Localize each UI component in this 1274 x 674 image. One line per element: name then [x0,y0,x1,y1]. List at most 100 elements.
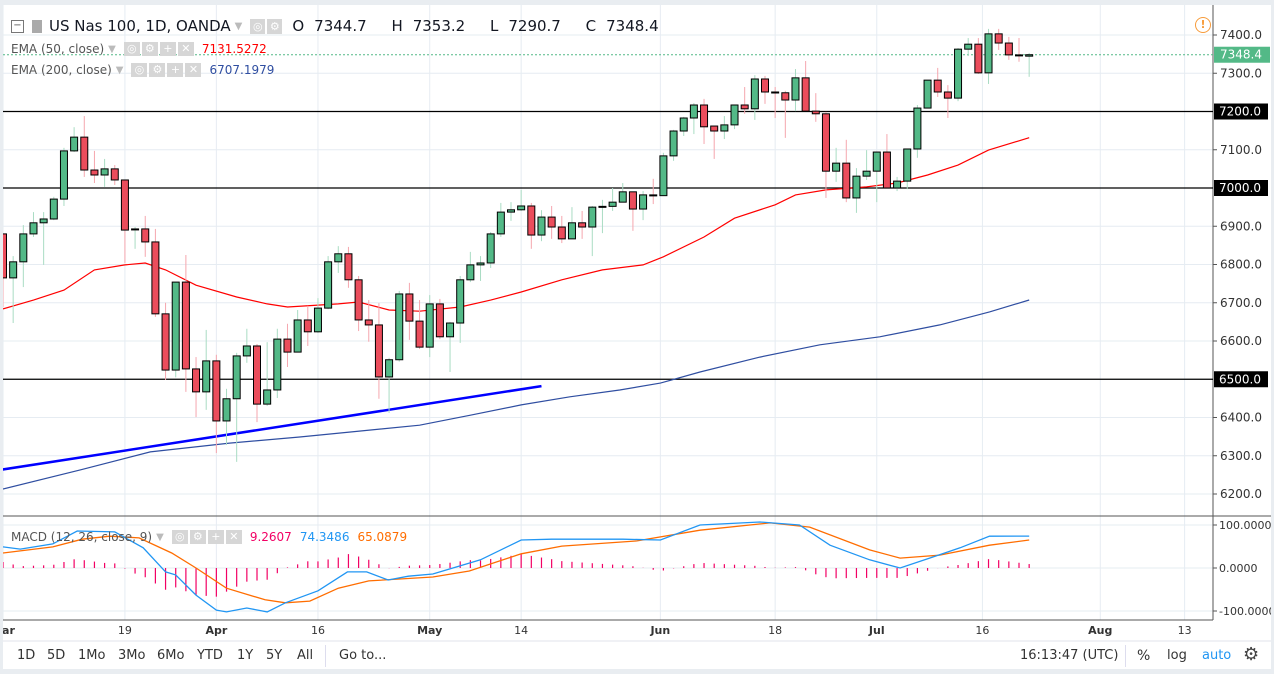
close-icon[interactable]: ✕ [225,530,242,544]
settings-icon[interactable]: ⚙ [189,530,206,544]
price-tick-label: 6800.0 [1220,258,1262,272]
clock-time[interactable]: 16:13:47 (UTC) [1020,648,1119,663]
close-icon[interactable]: ✕ [185,63,202,77]
candle [161,302,170,381]
level-price-badge [1214,371,1268,388]
plus-icon[interactable]: + [167,63,184,77]
candle [181,254,190,392]
level-price-label: 7000.0 [1219,181,1261,195]
candle [496,202,505,237]
candle-body [364,319,373,326]
range-1y-button[interactable]: 1Y [237,648,254,663]
candle-body [395,293,404,361]
close-value: 7348.4 [606,17,659,35]
candle [913,104,922,158]
eye-icon[interactable]: ◎ [123,42,140,56]
chevron-down-icon[interactable]: ▼ [115,64,124,76]
candle-body [171,281,180,371]
time-tick-label: 19 [118,624,132,637]
candle [781,90,790,138]
gear-icon[interactable]: ⚙ [1243,644,1260,665]
candle-body [842,162,851,199]
candle [618,183,627,203]
candle-body [507,209,515,213]
open-label: O [292,17,305,35]
chart-canvas[interactable]: 7400.0 7300.0 7100.0 6900.0 6800.0 6700.0 6600… [3,5,1271,645]
candle-body [730,104,739,126]
log-toggle[interactable]: log [1167,648,1187,663]
range-5y-button[interactable]: 5Y [266,648,283,663]
candle [1025,52,1034,77]
range-5d-button[interactable]: 5D [47,648,66,663]
candle [720,116,729,140]
candle [639,191,648,221]
auto-toggle[interactable]: auto [1202,648,1232,663]
candle-body [405,293,414,322]
goto-button[interactable]: Go to... [339,648,387,663]
candle-body [1025,54,1034,57]
chevron-down-icon[interactable]: ▼ [108,43,116,55]
candle [39,212,48,265]
settings-icon[interactable]: ⚙ [141,42,158,56]
candle [131,227,140,249]
candle-body [710,125,719,132]
candle-body [425,303,434,348]
candle-body [456,279,465,324]
candle-body [669,130,678,157]
candle [740,87,749,114]
price-tick-label: 7300.0 [1220,66,1262,80]
collapse-icon[interactable]: − [11,19,24,33]
plus-icon[interactable]: + [159,42,176,56]
range-1mo-button[interactable]: 1Mo [78,648,106,663]
candle [811,93,820,122]
settings-icon[interactable]: ⚙ [267,18,283,34]
candle-body [161,313,170,371]
high-value: 7353.2 [412,17,466,35]
candle [578,210,587,239]
alert-icon[interactable]: ! [1195,17,1211,33]
candle-body [141,228,150,243]
candle [9,256,18,324]
time-tick-label: Jul [868,624,885,637]
candle [141,215,150,257]
range-ytd-button[interactable]: YTD [197,648,223,663]
settings-icon[interactable]: ⚙ [149,63,166,77]
candle-body [303,319,312,333]
level-price-badge [1214,103,1268,120]
price-tick-label: 6600.0 [1220,334,1262,348]
candle-body [334,253,343,263]
eye-icon[interactable]: ◎ [131,63,148,77]
macd-label[interactable]: MACD (12, 26, close, 9) [11,530,153,544]
eye-icon[interactable]: ◎ [250,18,266,34]
time-tick-label: Jun [649,624,670,637]
percent-toggle[interactable]: % [1137,648,1151,664]
candle-body [781,92,790,101]
candle-body [618,191,627,203]
candle-body [761,78,769,93]
candle [273,328,282,398]
close-icon[interactable]: ✕ [177,42,194,56]
candle [527,202,536,249]
candle-body [273,338,282,391]
eye-icon[interactable]: ◎ [171,530,188,544]
candle [821,111,830,198]
candle [446,321,455,372]
candle-body [151,241,160,315]
candle-body [608,201,617,207]
chevron-down-icon[interactable]: ▼ [156,531,164,543]
range-1d-button[interactable]: 1D [17,648,36,663]
plus-icon[interactable]: + [207,530,224,544]
chevron-down-icon[interactable]: ▼ [234,20,243,32]
low-value: 7290.7 [508,17,561,35]
range-3mo-button[interactable]: 3Mo [118,648,146,663]
range-6mo-button[interactable]: 6Mo [157,648,185,663]
ema50-label[interactable]: EMA (50, close) [11,42,105,56]
candle [263,342,272,407]
symbol-title[interactable]: US Nas 100, 1D, OANDA [49,17,231,35]
candle-body [557,226,566,240]
candle [903,148,912,190]
candle [334,246,343,273]
range-all-button[interactable]: All [297,648,314,663]
ema200-label[interactable]: EMA (200, close) [11,63,112,77]
time-tick-label: 18 [768,624,782,637]
